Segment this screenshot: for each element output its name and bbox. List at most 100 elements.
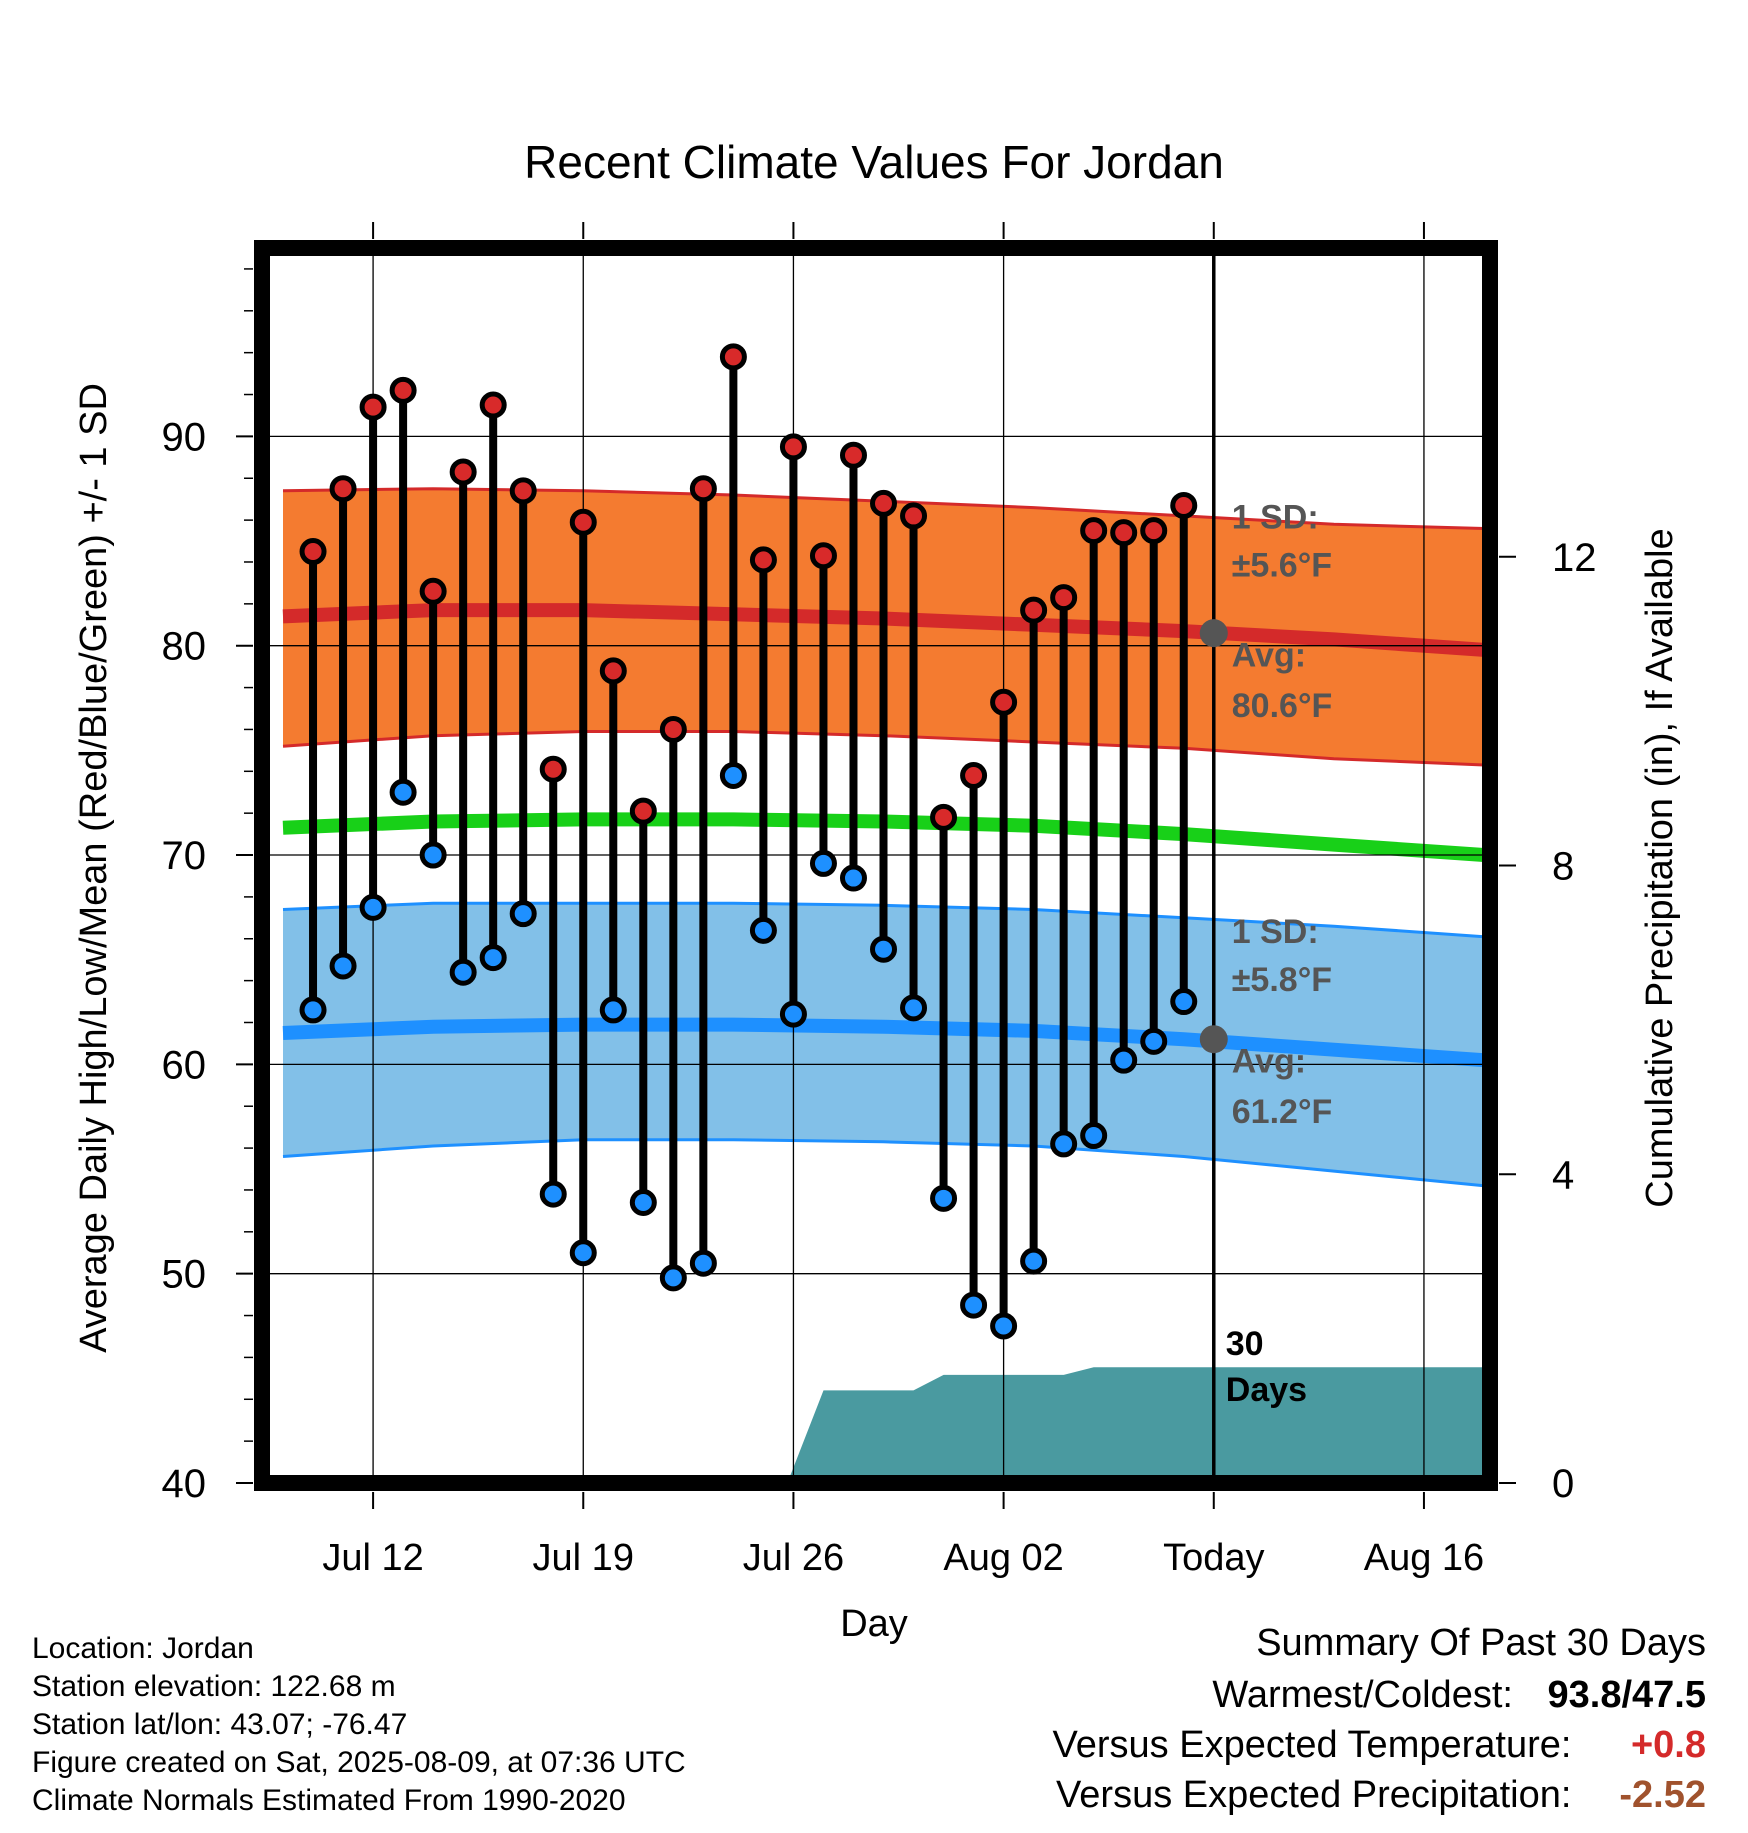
plot-frame: [254, 240, 1498, 1491]
high-point-29: [1140, 517, 1168, 545]
high-point-8: [509, 477, 537, 505]
precip-value: -2.52: [1619, 1774, 1706, 1816]
low-point-1: [299, 996, 327, 1024]
created-text: Figure created on Sat, 2025-08-09, at 07…: [32, 1746, 686, 1779]
x-tick-label-4: Today: [1163, 1537, 1264, 1579]
high-point-15: [719, 343, 747, 371]
normal-low-line: [282, 1017, 1485, 1068]
high-point-27: [1080, 517, 1108, 545]
high-point-2: [329, 475, 357, 503]
high-point-24: [990, 688, 1018, 716]
high-point-25: [1020, 596, 1048, 624]
elevation-text: Station elevation: 122.68 m: [32, 1670, 396, 1703]
left-tick-label-40: 40: [162, 1462, 207, 1506]
high-point-30: [1170, 491, 1198, 519]
high-point-11: [599, 657, 627, 685]
x-tick-label-2: Jul 26: [743, 1537, 844, 1579]
low-sd-label: 1 SD:: [1232, 913, 1319, 951]
low-avg-label: Avg:: [1232, 1043, 1306, 1081]
high-point-26: [1050, 584, 1078, 612]
y-axis-left-label: Average Daily High/Low/Mean (Red/Blue/Gr…: [73, 383, 115, 1353]
precip-label: Versus Expected Precipitation:: [1056, 1774, 1572, 1816]
high-point-18: [809, 542, 837, 570]
low-point-18: [809, 849, 837, 877]
plot-layer: 30 Days 1 SD: ±5.6°F Avg: 80.6°F 1 SD: ±5.8°F Av…: [162, 222, 1597, 1579]
left-tick-label-50: 50: [162, 1253, 207, 1297]
low-point-4: [389, 778, 417, 806]
high-point-16: [749, 546, 777, 574]
low-point-28: [1110, 1046, 1138, 1074]
high-point-12: [629, 797, 657, 825]
left-tick-label-80: 80: [162, 625, 207, 669]
low-point-23: [960, 1291, 988, 1319]
low-sd-value: ±5.8°F: [1232, 961, 1332, 999]
precip-label-line2: Days: [1226, 1371, 1307, 1409]
low-avg-value: 61.2°F: [1232, 1093, 1333, 1131]
high-point-1: [299, 538, 327, 566]
low-avg-marker: [1199, 1025, 1228, 1054]
location-text: Location: Jordan: [32, 1632, 254, 1665]
low-point-13: [659, 1264, 687, 1292]
low-point-12: [629, 1189, 657, 1217]
precip-area: [463, 1367, 1490, 1483]
high-sd-value: ±5.6°F: [1232, 547, 1332, 585]
low-point-14: [689, 1249, 717, 1277]
right-tick-label-12: 12: [1552, 536, 1597, 580]
right-tick-label-4: 4: [1552, 1153, 1574, 1197]
x-tick-label-0: Jul 12: [322, 1537, 423, 1579]
low-point-17: [779, 1000, 807, 1028]
temp-row: Versus Expected Temperature: +0.8: [1053, 1724, 1706, 1767]
high-point-20: [870, 489, 898, 517]
x-tick-label-5: Aug 16: [1364, 1537, 1484, 1579]
low-point-9: [539, 1180, 567, 1208]
right-tick-label-0: 0: [1552, 1462, 1574, 1506]
high-point-14: [689, 475, 717, 503]
low-point-6: [449, 958, 477, 986]
low-point-27: [1080, 1122, 1108, 1150]
low-point-29: [1140, 1027, 1168, 1055]
low-point-5: [419, 841, 447, 869]
latlon-text: Station lat/lon: 43.07; -76.47: [32, 1708, 408, 1741]
high-point-19: [839, 441, 867, 469]
warm-cold-label: Warmest/Coldest:: [1212, 1674, 1513, 1716]
high-point-6: [449, 458, 477, 486]
left-tick-label-70: 70: [162, 834, 207, 878]
temp-value: +0.8: [1630, 1724, 1706, 1766]
low-point-21: [900, 994, 928, 1022]
high-point-5: [419, 577, 447, 605]
low-point-22: [930, 1184, 958, 1212]
left-tick-label-60: 60: [162, 1043, 207, 1087]
low-point-25: [1020, 1247, 1048, 1275]
low-point-16: [749, 916, 777, 944]
high-point-3: [359, 393, 387, 421]
precip-row: Versus Expected Precipitation: -2.52: [1056, 1774, 1706, 1817]
high-avg-marker: [1199, 619, 1228, 648]
low-point-11: [599, 996, 627, 1024]
x-tick-label-3: Aug 02: [943, 1537, 1063, 1579]
low-point-24: [990, 1312, 1018, 1340]
high-sd-label: 1 SD:: [1232, 498, 1319, 536]
high-point-10: [569, 508, 597, 536]
x-axis-label: Day: [840, 1603, 908, 1645]
low-sd-lower-line: [282, 1138, 1485, 1188]
high-point-23: [960, 761, 988, 789]
high-point-22: [930, 803, 958, 831]
temp-label: Versus Expected Temperature:: [1052, 1724, 1572, 1766]
low-point-20: [870, 935, 898, 963]
normals-text: Climate Normals Estimated From 1990-2020: [32, 1784, 626, 1817]
low-point-2: [329, 952, 357, 980]
high-point-9: [539, 755, 567, 783]
plot-inner: 30 Days 1 SD: ±5.6°F Avg: 80.6°F 1 SD: ±5.8°F Av…: [262, 248, 1490, 1483]
warm-cold-value: 93.8/47.5: [1547, 1674, 1706, 1716]
low-point-8: [509, 900, 537, 928]
chart-title: Recent Climate Values For Jordan: [524, 136, 1224, 188]
left-tick-label-90: 90: [162, 415, 207, 459]
right-tick-label-8: 8: [1552, 845, 1574, 889]
y-axis-right-label: Cumulative Precipitation (in), If Availa…: [1639, 528, 1681, 1207]
high-point-13: [659, 715, 687, 743]
high-avg-value: 80.6°F: [1232, 687, 1333, 725]
high-point-21: [900, 502, 928, 530]
x-tick-label-1: Jul 19: [533, 1537, 634, 1579]
low-point-10: [569, 1239, 597, 1267]
